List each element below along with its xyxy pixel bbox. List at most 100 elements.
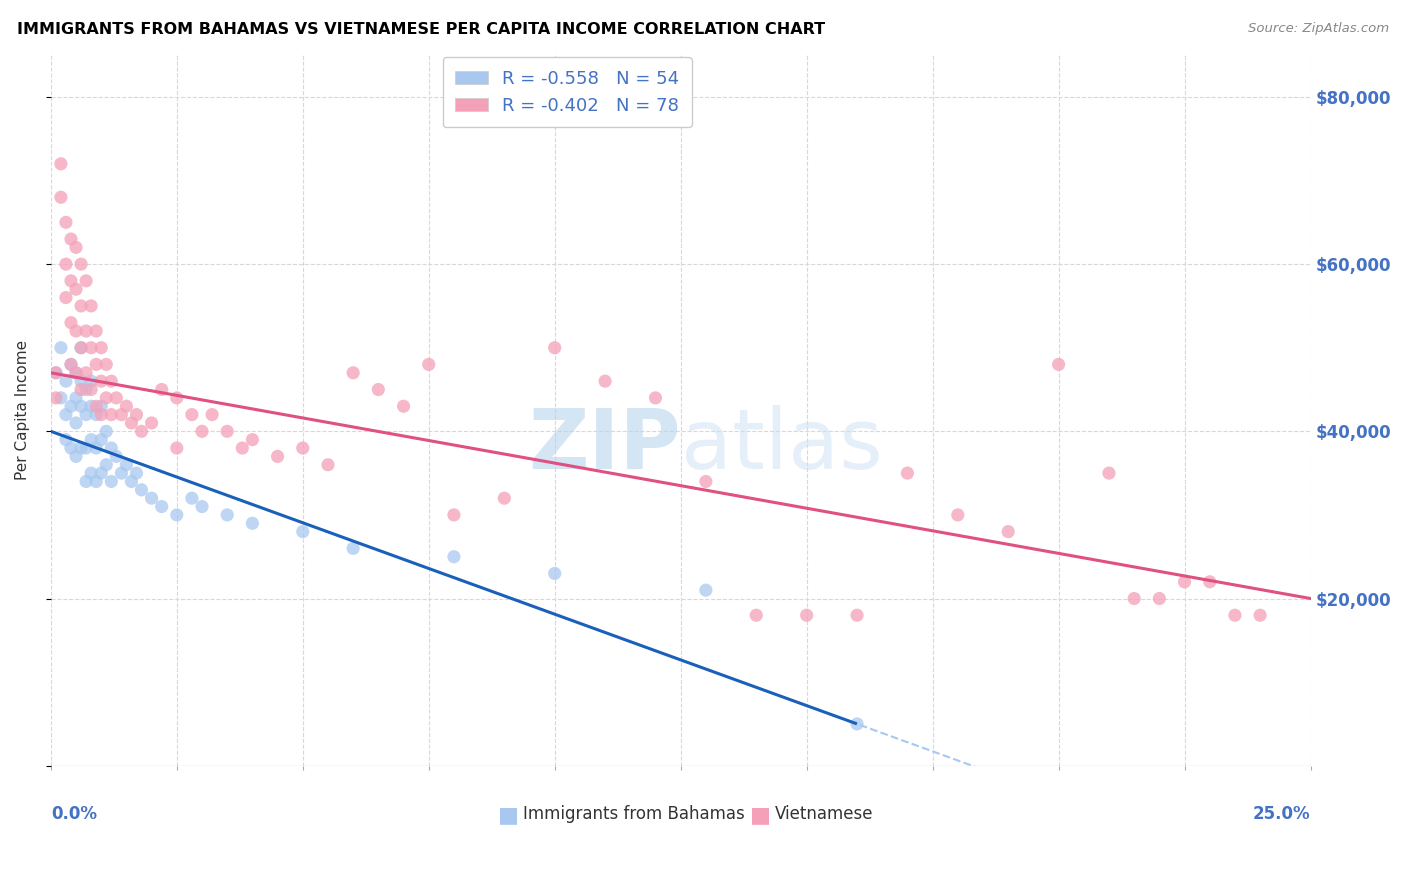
Point (55, 374, 77, 388)
Point (84, 408, 107, 422)
Point (65, 282, 87, 296)
Point (1198, 574, 1220, 589)
Point (80, 341, 103, 355)
Point (100, 408, 122, 422)
Point (695, 475, 717, 489)
Point (75, 383, 97, 397)
Point (96, 358, 118, 372)
Point (110, 466, 132, 480)
Point (49, 341, 72, 355)
Point (946, 508, 969, 522)
Point (55, 433, 77, 447)
Point (49, 157, 72, 171)
Point (105, 450, 128, 464)
Point (100, 441, 122, 455)
Point (59, 316, 82, 330)
Point (150, 383, 173, 397)
Point (70, 341, 93, 355)
Point (125, 408, 148, 422)
Point (217, 425, 239, 439)
Point (745, 608, 768, 623)
Point (115, 458, 138, 472)
Point (1249, 608, 1271, 623)
Point (70, 441, 93, 455)
Point (80, 399, 103, 413)
Point (166, 391, 188, 405)
Point (217, 508, 239, 522)
Point (70, 299, 93, 313)
Point (846, 608, 869, 623)
Point (141, 491, 163, 506)
Point (166, 508, 188, 522)
Point (75, 441, 97, 455)
Point (110, 408, 132, 422)
Point (231, 441, 253, 455)
Point (367, 383, 389, 397)
Point (342, 366, 364, 380)
Point (59, 399, 82, 413)
Point (55, 408, 77, 422)
Point (997, 524, 1019, 539)
Text: ■: ■ (749, 805, 770, 825)
Point (796, 608, 818, 623)
Point (70, 383, 93, 397)
Point (84, 441, 107, 455)
Point (59, 274, 82, 288)
Point (75, 366, 97, 380)
Point (84, 399, 107, 413)
Point (65, 450, 87, 464)
Point (100, 374, 122, 388)
Point (544, 341, 567, 355)
Point (75, 408, 97, 422)
Point (150, 500, 173, 514)
Point (443, 508, 465, 522)
Point (291, 524, 314, 539)
Point (49, 391, 72, 405)
Point (75, 324, 97, 338)
Point (291, 441, 314, 455)
Point (80, 466, 103, 480)
Point (695, 583, 717, 598)
Point (80, 374, 103, 388)
Point (90, 466, 112, 480)
Point (120, 475, 142, 489)
Point (70, 399, 93, 413)
Point (1223, 608, 1246, 623)
Point (45, 366, 67, 380)
Point (96, 425, 118, 439)
Point (644, 391, 666, 405)
Point (141, 416, 163, 430)
Point (100, 475, 122, 489)
Point (59, 358, 82, 372)
Point (59, 441, 82, 455)
Point (443, 549, 465, 564)
Text: Vietnamese: Vietnamese (775, 805, 873, 822)
Text: 25.0%: 25.0% (1253, 805, 1310, 822)
Point (59, 232, 82, 246)
Point (1173, 574, 1195, 589)
Point (1098, 466, 1121, 480)
Point (45, 366, 67, 380)
Point (96, 458, 118, 472)
Point (59, 358, 82, 372)
Point (1123, 591, 1146, 606)
Point (55, 257, 77, 271)
Text: IMMIGRANTS FROM BAHAMAS VS VIETNAMESE PER CAPITA INCOME CORRELATION CHART: IMMIGRANTS FROM BAHAMAS VS VIETNAMESE PE… (17, 22, 825, 37)
Point (1047, 358, 1070, 372)
Point (49, 190, 72, 204)
Point (191, 500, 214, 514)
Point (45, 391, 67, 405)
Point (80, 433, 103, 447)
Point (896, 466, 918, 480)
Point (90, 341, 112, 355)
Point (242, 516, 264, 531)
Point (65, 366, 87, 380)
Point (392, 399, 415, 413)
Point (84, 475, 107, 489)
Point (90, 433, 112, 447)
Point (266, 450, 288, 464)
Point (65, 391, 87, 405)
Point (70, 257, 93, 271)
Legend: R = -0.558   N = 54, R = -0.402   N = 78: R = -0.558 N = 54, R = -0.402 N = 78 (443, 57, 692, 128)
Point (80, 383, 103, 397)
